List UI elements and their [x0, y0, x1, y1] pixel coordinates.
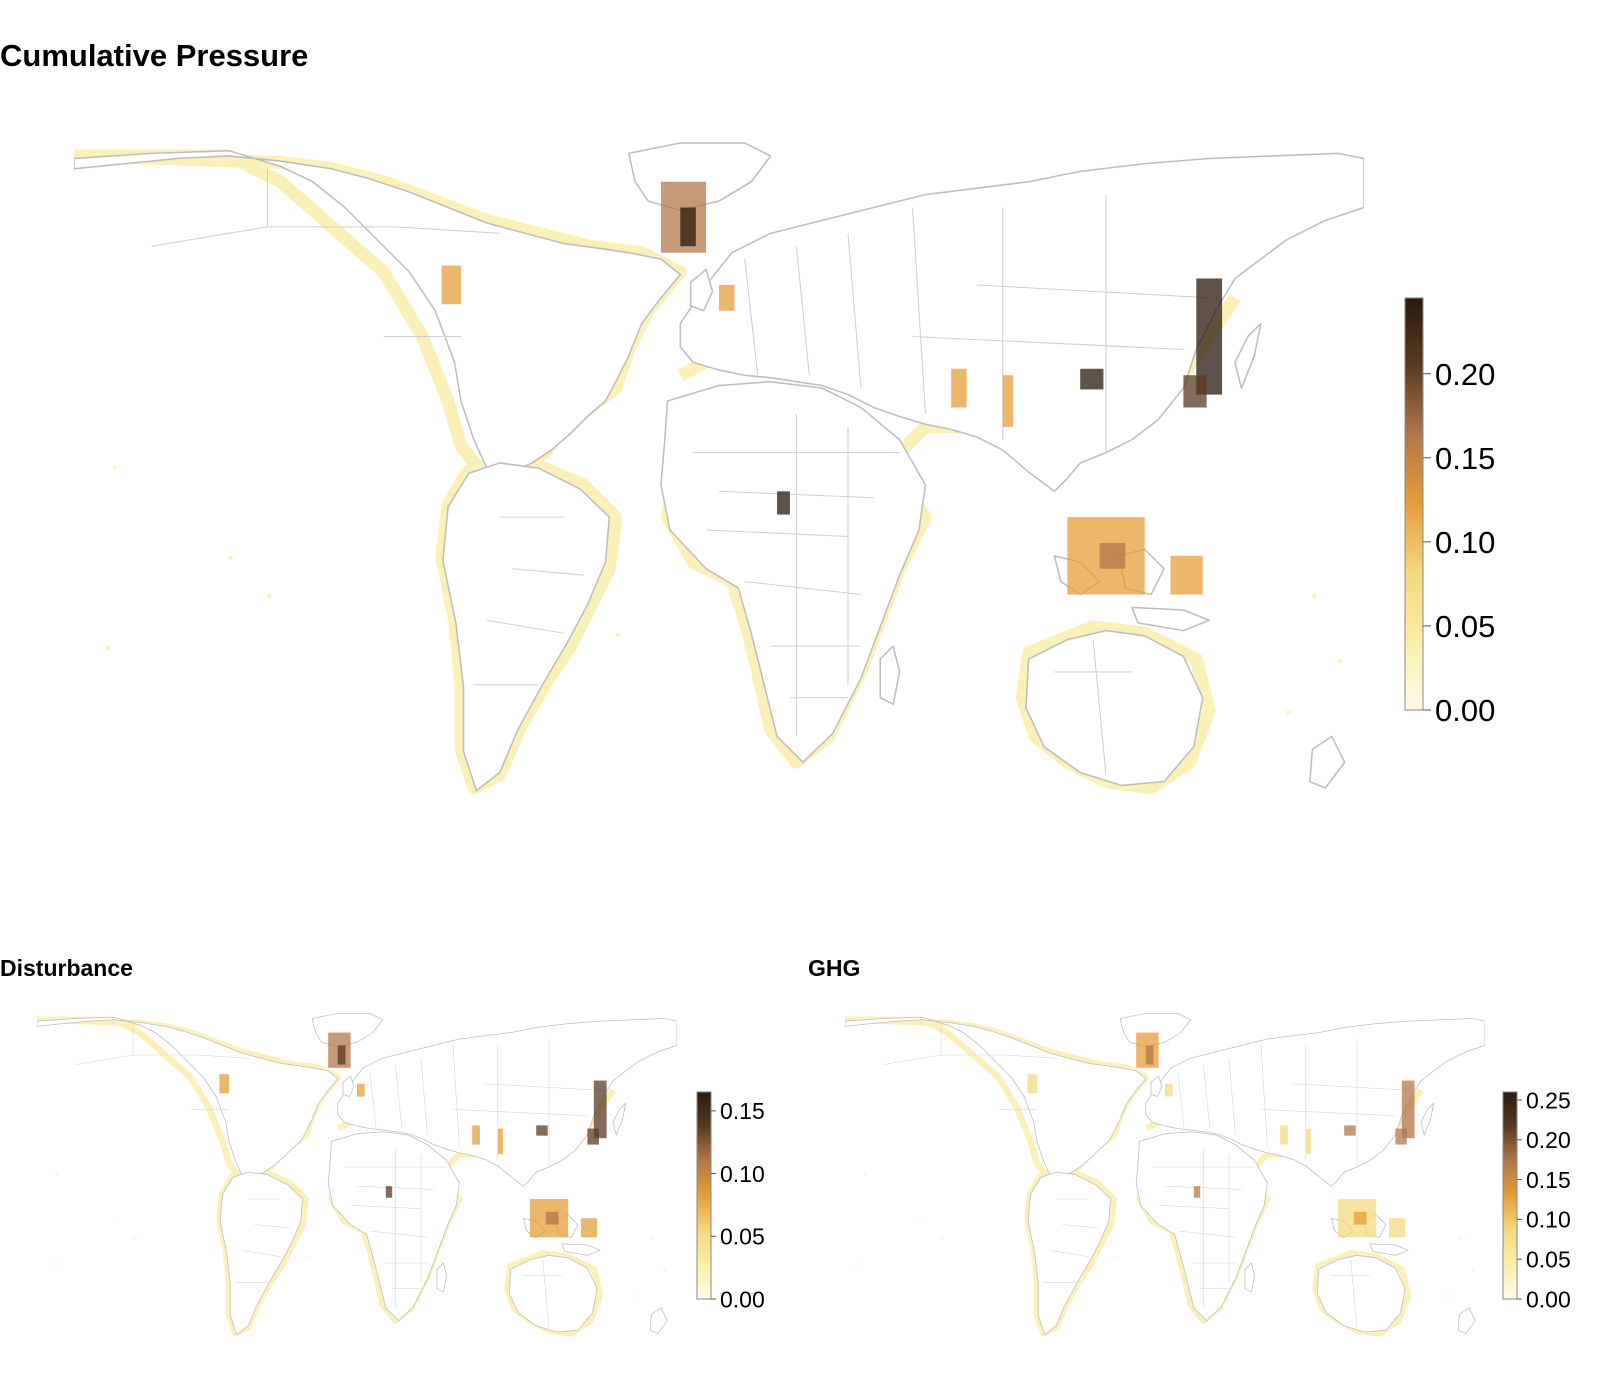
pressure-hotspot [777, 491, 790, 515]
pressure-hotspot [1305, 1128, 1311, 1155]
main-panel-title: Cumulative Pressure [0, 38, 309, 73]
pressure-hotspot [587, 1128, 599, 1145]
legend-tick-label: 0.00 [1526, 1286, 1571, 1312]
disturbance-legend: 0.00 0.05 0.10 0.15 [696, 1091, 765, 1312]
legend-tick-label: 0.00 [1435, 693, 1495, 728]
pressure-hotspot [1389, 1218, 1405, 1238]
pressure-hotspot [1165, 1083, 1173, 1097]
pressure-hotspot [1395, 1128, 1407, 1145]
ghg-map [845, 1007, 1485, 1375]
disturbance-map [37, 1007, 677, 1375]
pressure-hotspot [1080, 368, 1104, 390]
pressure-hotspot [951, 368, 967, 408]
ghg-panel-title: GHG [808, 955, 861, 981]
legend-tick-label: 0.10 [720, 1161, 765, 1187]
legend-tick-label: 0.15 [1435, 441, 1495, 476]
legend-tick-label: 0.25 [1526, 1087, 1571, 1113]
pressure-hotspot [680, 207, 696, 247]
pressure-hotspot [1193, 1186, 1201, 1198]
pressure-hotspot [1099, 542, 1126, 569]
pressure-hotspot [719, 284, 735, 311]
cumulative-pressure-legend: 0.00 0.05 0.10 0.15 0.20 [1404, 297, 1495, 728]
pressure-hotspot [1002, 375, 1014, 427]
legend-tick-label: 0.05 [1435, 609, 1495, 644]
disturbance-panel-title: Disturbance [0, 955, 133, 981]
legend-tick-label: 0.00 [720, 1286, 765, 1312]
legend-tick-label: 0.15 [720, 1098, 765, 1124]
pressure-hotspot [472, 1125, 480, 1145]
legend-tick-label: 0.05 [1526, 1246, 1571, 1272]
pressure-hotspot [581, 1218, 597, 1238]
pressure-hotspot [385, 1186, 393, 1198]
legend-tick-label: 0.15 [1526, 1167, 1571, 1193]
color-bar [1404, 297, 1424, 711]
ghg-legend: 0.00 0.05 0.10 0.15 0.20 0.25 [1502, 1087, 1571, 1312]
pressure-hotspot [1344, 1125, 1356, 1136]
pressure-hotspot [545, 1211, 559, 1225]
legend-tick-label: 0.20 [1526, 1127, 1571, 1153]
pressure-hotspot [219, 1074, 229, 1094]
legend-tick-label: 0.05 [720, 1224, 765, 1250]
legend-tick-label: 0.10 [1435, 525, 1495, 560]
pressure-hotspot [497, 1128, 503, 1155]
pressure-hotspot [1183, 375, 1207, 408]
color-bar [1502, 1091, 1518, 1300]
pressure-hotspot [441, 265, 461, 305]
pressure-hotspot [1401, 1080, 1415, 1139]
cumulative-pressure-map [74, 130, 1364, 872]
pressure-hotspot [1353, 1211, 1367, 1225]
pressure-hotspot [1027, 1074, 1037, 1094]
pressure-hotspot [1170, 555, 1203, 595]
pressure-hotspot [357, 1083, 365, 1097]
legend-tick-label: 0.10 [1526, 1207, 1571, 1233]
color-bar [696, 1091, 712, 1300]
legend-tick-label: 0.20 [1435, 357, 1495, 392]
pressure-hotspot [593, 1080, 607, 1139]
pressure-hotspot [337, 1045, 346, 1065]
pressure-hotspot [1280, 1125, 1288, 1145]
pressure-hotspot [1145, 1045, 1154, 1065]
pressure-hotspot [536, 1125, 548, 1136]
